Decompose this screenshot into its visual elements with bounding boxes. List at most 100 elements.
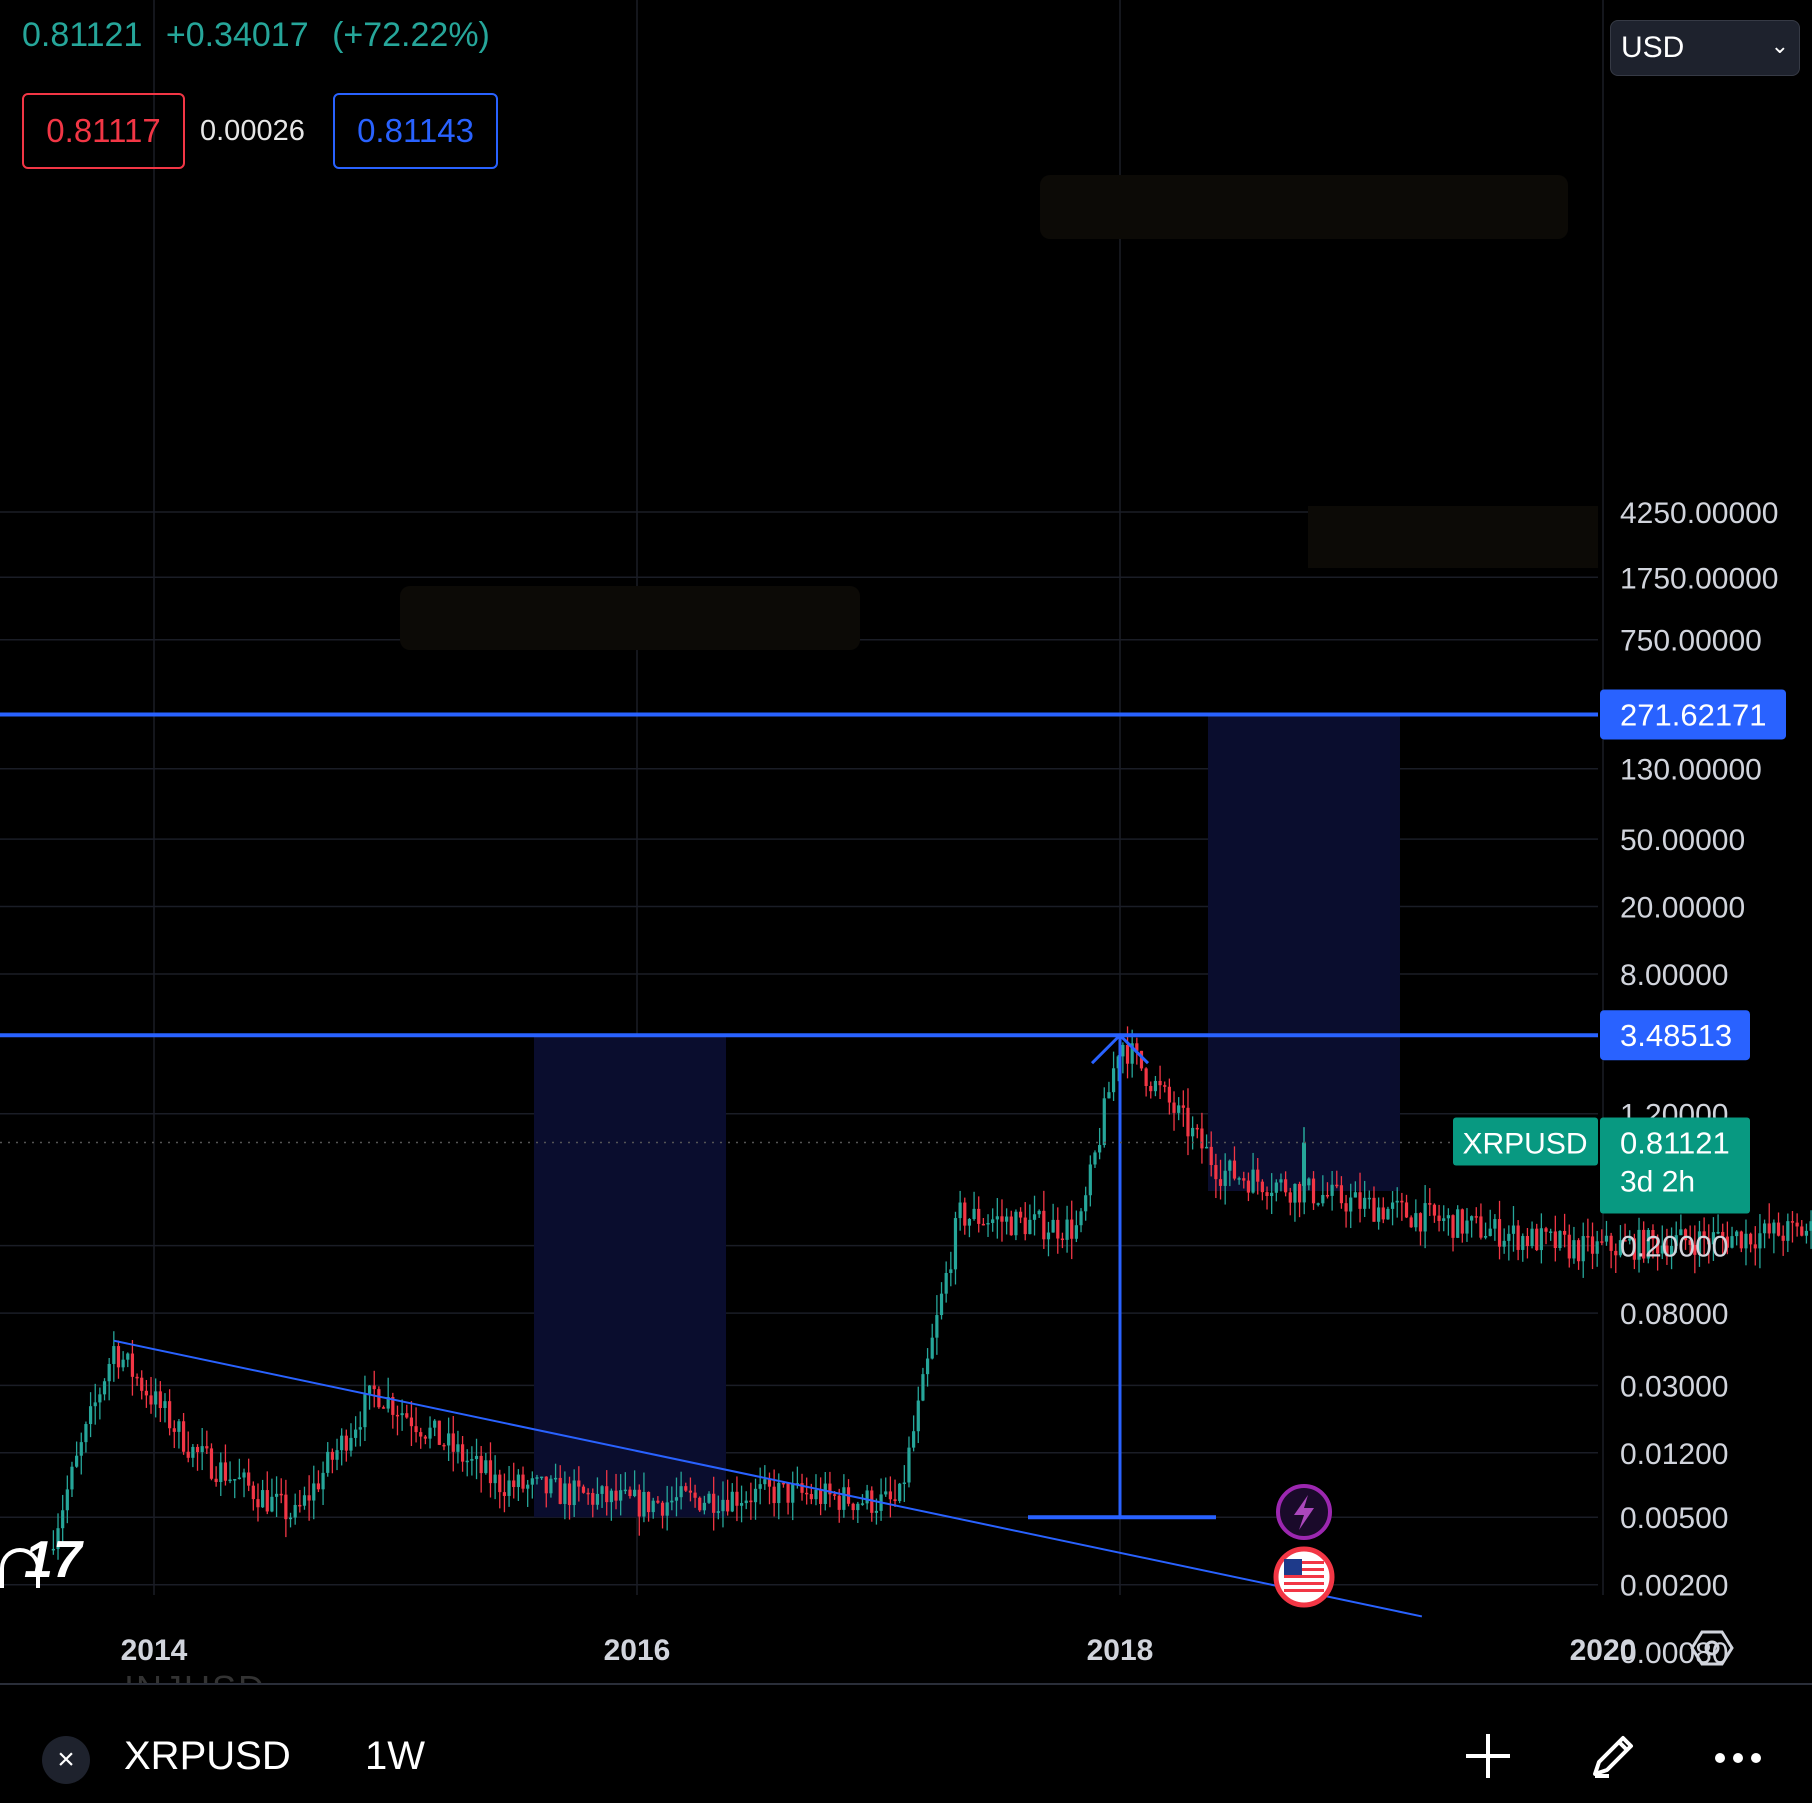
candle-body xyxy=(428,1427,432,1439)
candle-body xyxy=(516,1474,520,1488)
candle-body xyxy=(1623,1240,1627,1242)
candle-body xyxy=(1795,1222,1799,1227)
pencil-icon[interactable] xyxy=(1585,1728,1641,1784)
candle-body xyxy=(744,1500,748,1504)
currency-select[interactable]: USD ⌄ xyxy=(1610,20,1800,76)
candle-body xyxy=(214,1478,218,1483)
candle-body xyxy=(163,1401,167,1409)
candle-body xyxy=(1372,1197,1376,1222)
candle-body xyxy=(270,1496,274,1512)
candle-body xyxy=(1493,1219,1497,1229)
price-axis-label: 0.20000 xyxy=(1620,1231,1728,1264)
candle-body xyxy=(609,1490,613,1503)
candle-body xyxy=(1628,1238,1632,1241)
candle-body xyxy=(1516,1225,1520,1250)
candle-body xyxy=(1093,1152,1097,1165)
candle-body xyxy=(1237,1178,1241,1180)
bottom-toolbar xyxy=(0,1683,1812,1803)
candle-body xyxy=(168,1401,172,1429)
candle-body xyxy=(1186,1107,1190,1137)
candle-body xyxy=(1000,1216,1004,1222)
candle-body xyxy=(549,1478,553,1494)
candle-body xyxy=(1558,1230,1562,1249)
candle-body xyxy=(828,1483,832,1495)
candle-body xyxy=(1079,1211,1083,1226)
candle-body xyxy=(79,1442,83,1456)
candle-body xyxy=(414,1426,418,1433)
candle-body xyxy=(739,1503,744,1506)
plus-icon[interactable] xyxy=(1460,1728,1516,1784)
candle-body xyxy=(1139,1050,1144,1069)
candle-body xyxy=(939,1293,944,1316)
candle-body xyxy=(288,1517,293,1520)
candle-body xyxy=(442,1444,446,1447)
candle-body xyxy=(498,1474,502,1493)
candle-body xyxy=(577,1480,581,1487)
candle-body xyxy=(1660,1245,1664,1254)
drawing-layer xyxy=(0,712,1598,1618)
candle-body xyxy=(349,1437,353,1451)
projection-zones xyxy=(400,175,1598,1518)
candle-body xyxy=(479,1455,483,1474)
candle-body xyxy=(1307,1178,1311,1186)
candle-body xyxy=(1772,1222,1776,1234)
us-flag-stripe xyxy=(1284,1561,1324,1564)
candle-body xyxy=(526,1484,530,1489)
more-icon[interactable] xyxy=(1710,1728,1766,1784)
candle-body xyxy=(535,1477,539,1479)
candle-body xyxy=(777,1482,781,1504)
candle-body xyxy=(1758,1233,1762,1249)
candle-body xyxy=(670,1500,674,1503)
candle-body xyxy=(1693,1244,1697,1255)
candle-body xyxy=(1251,1169,1255,1193)
candle-body xyxy=(335,1450,339,1460)
candle-body xyxy=(558,1477,562,1504)
candle-body xyxy=(1135,1043,1139,1051)
faded-zone xyxy=(1040,175,1568,239)
candle-body xyxy=(1358,1192,1362,1209)
candle-body xyxy=(488,1460,493,1484)
candle-body xyxy=(1260,1181,1264,1193)
candle-body xyxy=(1590,1236,1595,1254)
buy-button[interactable]: 0.81143 xyxy=(333,93,498,169)
price-axis-label: 0.08000 xyxy=(1620,1298,1728,1331)
candle-body xyxy=(391,1396,395,1415)
candle-body xyxy=(256,1499,260,1508)
candle-body xyxy=(1223,1170,1227,1186)
candle-body xyxy=(1637,1229,1641,1260)
candle-body xyxy=(865,1490,869,1504)
price-axis-label: 8.00000 xyxy=(1620,959,1728,992)
candle-body xyxy=(1051,1219,1055,1233)
sell-button[interactable]: 0.81117 xyxy=(22,93,185,169)
candle-body xyxy=(1084,1195,1088,1212)
candle-body xyxy=(409,1417,414,1427)
candle-body xyxy=(98,1394,102,1403)
price-change: +0.34017 xyxy=(165,16,309,54)
symbol-button[interactable]: XRPUSD xyxy=(124,1734,291,1778)
price-axis-label: 750.00000 xyxy=(1620,625,1762,658)
candle-body xyxy=(358,1427,362,1430)
candle-body xyxy=(633,1489,637,1497)
candle-body xyxy=(1804,1230,1809,1236)
candle-body xyxy=(1377,1207,1381,1222)
candle-body xyxy=(1274,1182,1278,1193)
lower-level-tag xyxy=(1600,1010,1750,1061)
candle-body xyxy=(433,1420,437,1428)
candle-body xyxy=(447,1433,451,1446)
candle-body xyxy=(1302,1185,1306,1203)
candle-body xyxy=(1344,1203,1348,1212)
candle-body xyxy=(1111,1068,1116,1093)
candle-body xyxy=(135,1376,139,1379)
candle-body xyxy=(953,1218,958,1270)
candle-body xyxy=(842,1487,846,1510)
price-axis-label: 0.01200 xyxy=(1620,1438,1728,1471)
candle-body xyxy=(1200,1128,1204,1149)
candle-body xyxy=(791,1484,795,1503)
last-price: 0.81121 xyxy=(22,16,143,54)
candle-body xyxy=(1442,1218,1446,1222)
price-axis-label: 130.00000 xyxy=(1620,754,1762,787)
close-icon[interactable]: × xyxy=(42,1736,90,1784)
candle-body xyxy=(367,1385,372,1395)
timeframe-button[interactable]: 1W xyxy=(365,1734,425,1778)
